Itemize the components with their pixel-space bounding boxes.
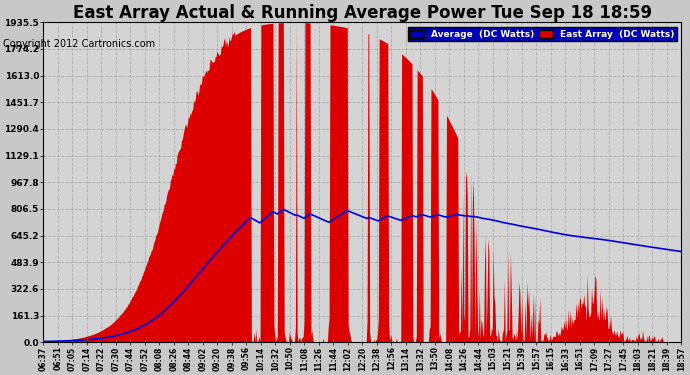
- Legend: Average  (DC Watts), East Array  (DC Watts): Average (DC Watts), East Array (DC Watts…: [408, 27, 677, 41]
- Title: East Array Actual & Running Average Power Tue Sep 18 18:59: East Array Actual & Running Average Powe…: [72, 4, 652, 22]
- Text: Copyright 2012 Cartronics.com: Copyright 2012 Cartronics.com: [3, 39, 155, 50]
